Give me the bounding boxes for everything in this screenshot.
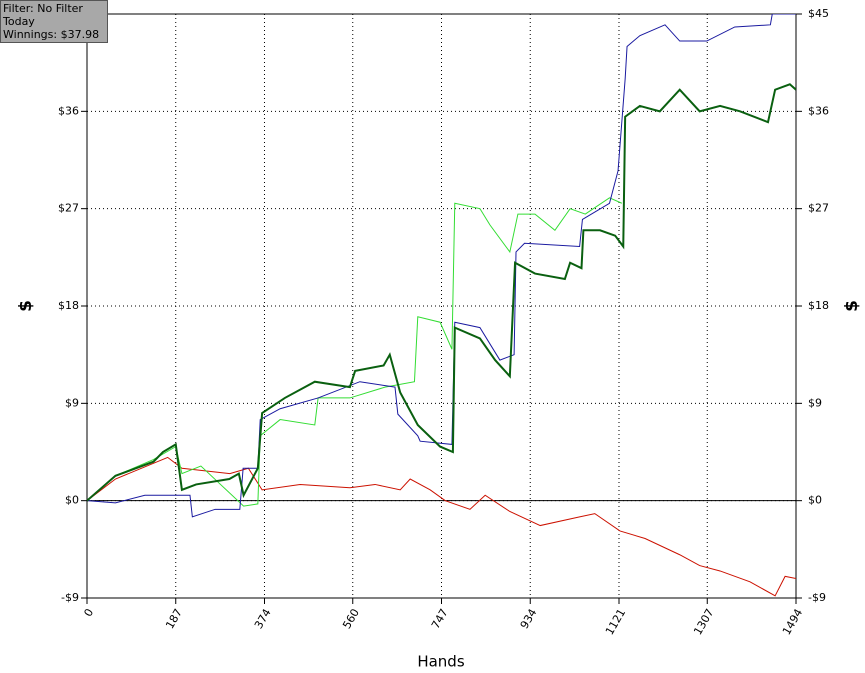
x-axis-label: Hands bbox=[417, 653, 464, 671]
x-tick-label: 1494 bbox=[780, 607, 805, 638]
series-line bbox=[87, 456, 796, 597]
plot-frame bbox=[86, 13, 797, 599]
x-tick-label: 1307 bbox=[691, 607, 716, 638]
y2-tick-label: $9 bbox=[808, 396, 822, 409]
y2-tick-label: $45 bbox=[808, 7, 829, 20]
y2-tick-label: -$9 bbox=[808, 591, 826, 604]
series-line bbox=[87, 197, 623, 507]
y-tick-label: -$9 bbox=[61, 591, 79, 604]
x-tick-label: 187 bbox=[163, 607, 185, 632]
info-line: Filter: No Filter bbox=[3, 2, 83, 15]
x-tick-label: 747 bbox=[429, 607, 451, 632]
y-tick-label: $18 bbox=[58, 299, 79, 312]
plot-lines bbox=[87, 14, 796, 597]
x-tick-label: 1121 bbox=[603, 607, 628, 638]
x-tick-label: 934 bbox=[518, 607, 540, 632]
y-tick-label: $9 bbox=[65, 396, 79, 409]
y-tick-label: $0 bbox=[65, 494, 79, 507]
x-tick-label: 0 bbox=[81, 607, 96, 620]
info-line: Winnings: $37.98 bbox=[3, 28, 100, 41]
y2-tick-label: $18 bbox=[808, 299, 829, 312]
y-tick-label: $27 bbox=[58, 202, 79, 215]
y-axis-label: $ bbox=[16, 300, 36, 312]
y2-axis-label: $ bbox=[842, 300, 862, 312]
y-tick-label: $36 bbox=[58, 104, 79, 117]
y2-tick-label: $36 bbox=[808, 104, 829, 117]
x-tick-label: 560 bbox=[340, 607, 362, 632]
series-line bbox=[87, 83, 796, 502]
info-line: Today bbox=[3, 15, 35, 28]
info-box: Filter: No Filter Today Winnings: $37.98 bbox=[0, 0, 108, 43]
y2-tick-label: $0 bbox=[808, 494, 822, 507]
x-tick-label: 374 bbox=[252, 607, 274, 632]
series-line bbox=[87, 14, 796, 518]
y2-tick-label: $27 bbox=[808, 202, 829, 215]
